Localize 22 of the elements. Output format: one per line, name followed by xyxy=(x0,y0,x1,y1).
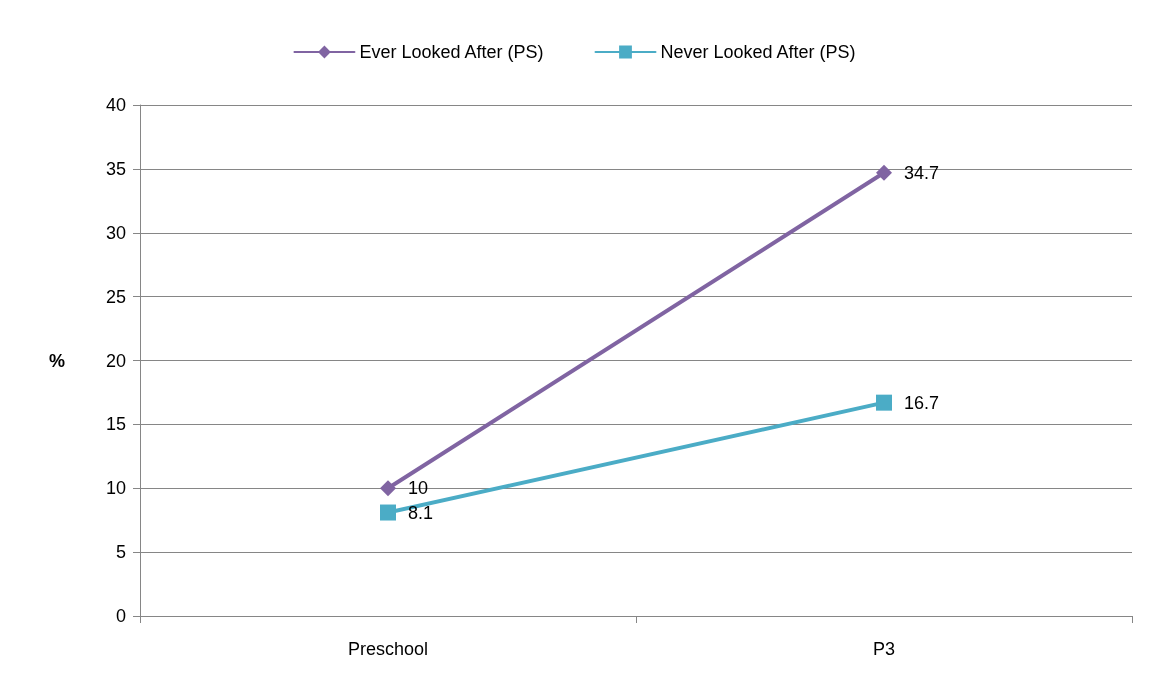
y-tick-label: 15 xyxy=(105,414,126,435)
data-label: 8.1 xyxy=(408,502,434,523)
point xyxy=(380,504,396,521)
y-tick-label: 20 xyxy=(105,350,126,371)
point xyxy=(876,164,892,181)
point xyxy=(876,394,892,411)
legend-label: Never Looked After (PS) xyxy=(660,42,856,62)
y-tick-label: 30 xyxy=(105,222,126,243)
y-tick-label: 10 xyxy=(105,478,126,499)
data-label: 10 xyxy=(408,478,429,499)
legend-label: Ever Looked After (PS) xyxy=(359,42,544,62)
data-label: 16.7 xyxy=(904,392,940,413)
y-tick-label: 5 xyxy=(115,542,126,563)
x-tick-label: P3 xyxy=(872,639,896,659)
data-label: 34.7 xyxy=(904,162,940,183)
y-tick-label: 35 xyxy=(105,158,126,179)
x-tick-label: Preschool xyxy=(347,639,429,659)
y-tick-label: 0 xyxy=(115,606,126,626)
y-axis-title: % xyxy=(48,350,65,371)
point xyxy=(380,480,396,497)
y-tick-label: 40 xyxy=(105,95,126,115)
y-tick-label: 25 xyxy=(105,286,126,307)
